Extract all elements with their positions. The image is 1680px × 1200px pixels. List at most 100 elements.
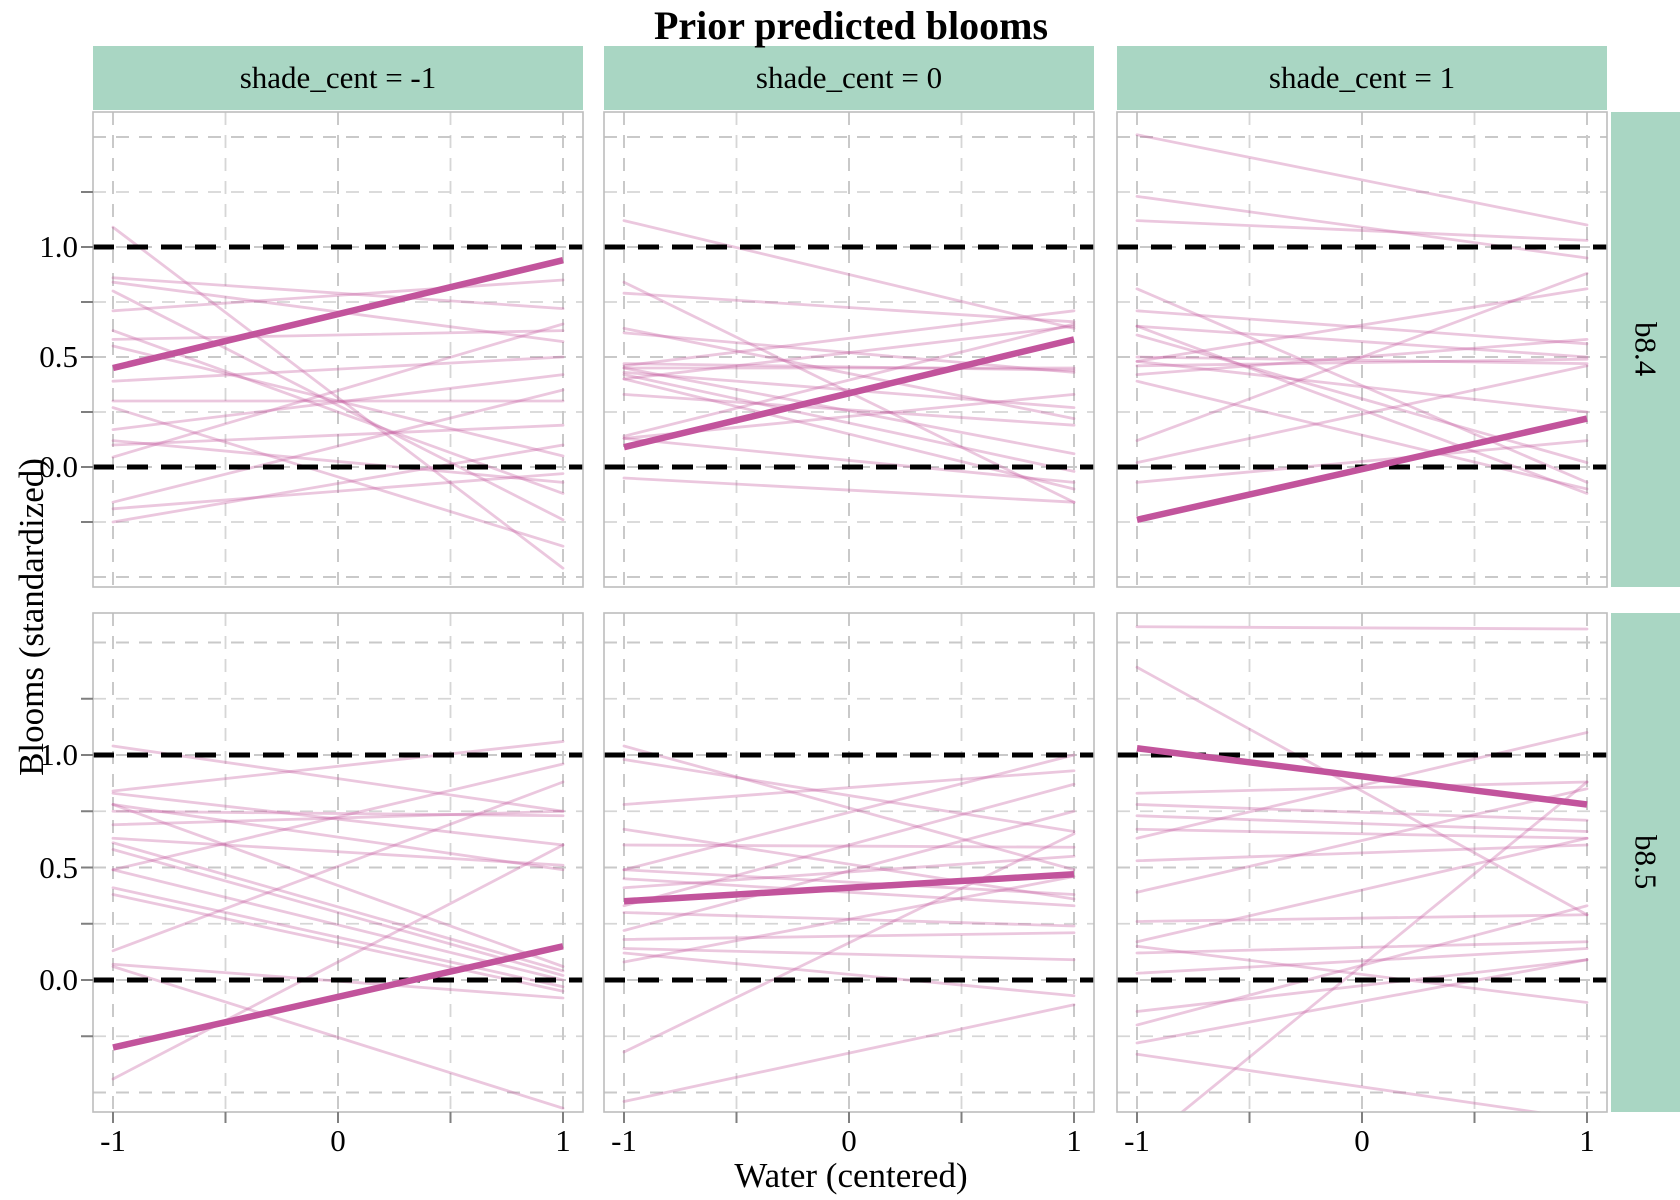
x-tick-label: 1 <box>1066 1123 1082 1158</box>
prior-draw-line <box>111 322 565 459</box>
prior-draw-line <box>622 326 1076 421</box>
prior-draw-line <box>1135 379 1589 491</box>
prior-draw-line <box>1135 944 1589 1004</box>
prior-draw-line <box>111 344 565 458</box>
prior-draw-line <box>1135 219 1589 242</box>
prior-draw-line <box>622 392 1076 427</box>
prior-draw-line <box>622 769 1076 806</box>
facet-strip-b8-5: b8.5 <box>1611 613 1680 1112</box>
prior-draw-line <box>1135 836 1589 944</box>
prior-draw-line <box>1135 287 1589 484</box>
y-tick-label: 0.0 <box>39 449 78 484</box>
prior-draw-line <box>622 324 1076 381</box>
prior-draw-line <box>622 744 1076 872</box>
facet-strip-shade-cent-1: shade_cent = 1 <box>1117 46 1607 110</box>
prior-draw-line <box>622 373 1076 473</box>
prior-draw-line <box>622 931 1076 941</box>
prior-draw-line <box>1135 357 1589 368</box>
prior-draw-line <box>622 809 1076 932</box>
y-tick-label: 1.0 <box>39 229 78 264</box>
prior-draw-line <box>1135 731 1589 840</box>
prior-draw-line <box>1135 133 1589 227</box>
prior-draw-line <box>622 362 1076 372</box>
prior-draw-line <box>622 877 1076 908</box>
prior-draw-line <box>111 278 565 313</box>
prior-draw-line <box>111 843 565 1081</box>
prior-draw-line <box>622 436 1076 484</box>
prior-draw-line <box>622 854 1076 890</box>
prior-draw-line <box>622 331 1076 374</box>
prior-draw-line <box>111 329 565 341</box>
prior-draw-line <box>622 947 1076 962</box>
panel-b8.4-1 <box>604 112 1094 587</box>
prior-draw-line <box>111 740 565 793</box>
prior-draw-line <box>1135 309 1589 346</box>
facet-strip-b8-4: b8.4 <box>1611 112 1680 587</box>
prior-draw-line <box>111 423 565 447</box>
prior-draw-line <box>622 868 1076 896</box>
mean-prior-line <box>112 943 564 1051</box>
prior-draw-line <box>1135 827 1589 840</box>
prior-draw-line <box>1135 287 1589 363</box>
prior-draw-line <box>622 758 1076 833</box>
prior-draw-line <box>1135 843 1589 863</box>
x-tick-label: 0 <box>1354 1123 1370 1158</box>
x-tick-label: 0 <box>330 1123 346 1158</box>
panel-b8.4-2 <box>1117 112 1607 587</box>
prior-draw-line <box>1135 333 1589 465</box>
prior-draw-line <box>111 472 565 511</box>
prior-draw-line <box>622 753 1076 872</box>
prior-draw-line <box>622 911 1076 928</box>
prior-draw-line <box>1179 780 1589 1112</box>
prior-draw-line <box>1135 337 1589 377</box>
prior-draw-line <box>1135 1052 1546 1112</box>
prior-draw-line <box>1135 940 1589 955</box>
y-tick-label: 0.5 <box>39 339 78 374</box>
y-tick-label: 0.5 <box>39 849 78 885</box>
y-axis-title: Blooms (standardized) <box>12 458 51 776</box>
prior-draw-line <box>1135 780 1589 795</box>
prior-draw-line <box>1135 814 1589 833</box>
facet-strip-shade-cent-0: shade_cent = 0 <box>604 46 1094 110</box>
x-axis-title: Water (centered) <box>734 1156 968 1195</box>
prior-draw-line <box>622 291 1076 324</box>
prior-draw-line <box>622 476 1076 504</box>
prior-draw-line <box>622 875 1076 964</box>
prior-draw-line <box>622 832 1076 1054</box>
panel-b8.4-0 <box>93 112 583 587</box>
chart-title: Prior predicted blooms <box>653 3 1049 48</box>
prior-draw-line <box>1135 947 1589 975</box>
prior-draw-line <box>111 893 565 993</box>
x-tick-label: -1 <box>1124 1123 1150 1158</box>
prior-draw-line <box>622 309 1076 368</box>
prior-draw-line <box>1135 958 1589 1045</box>
x-tick-label: -1 <box>100 1123 126 1158</box>
x-tick-label: 1 <box>555 1123 571 1158</box>
prior-draw-line <box>1135 359 1589 414</box>
prior-draw-line <box>1135 364 1589 465</box>
panel-b8.5-2 <box>1117 613 1607 1112</box>
prior-draw-line <box>622 1003 1076 1103</box>
prior-draw-line <box>111 388 565 504</box>
prior-draw-line <box>1135 958 1589 1013</box>
prior-draw-line <box>111 225 565 570</box>
prior-draw-line <box>111 809 565 827</box>
prior-draw-line <box>1135 787 1589 894</box>
x-tick-label: 0 <box>841 1123 857 1158</box>
prior-draw-line <box>622 827 1076 901</box>
prior-draw-line <box>111 803 565 968</box>
prior-draw-line <box>111 276 565 311</box>
prior-draw-line <box>111 373 565 432</box>
prior-draw-line <box>622 951 1076 998</box>
prior-draw-line <box>622 843 1076 849</box>
x-tick-label: -1 <box>611 1123 637 1158</box>
prior-draw-line <box>111 841 565 973</box>
y-tick-label: 0.0 <box>39 962 78 997</box>
prior-draw-line <box>622 366 1076 456</box>
prior-draw-line <box>1135 625 1589 631</box>
prior-draw-line <box>111 848 565 977</box>
mean-prior-line <box>623 871 1075 905</box>
prior-draw-line <box>111 836 565 867</box>
prior-draw-line <box>111 791 565 847</box>
prior-draw-line <box>111 780 565 953</box>
